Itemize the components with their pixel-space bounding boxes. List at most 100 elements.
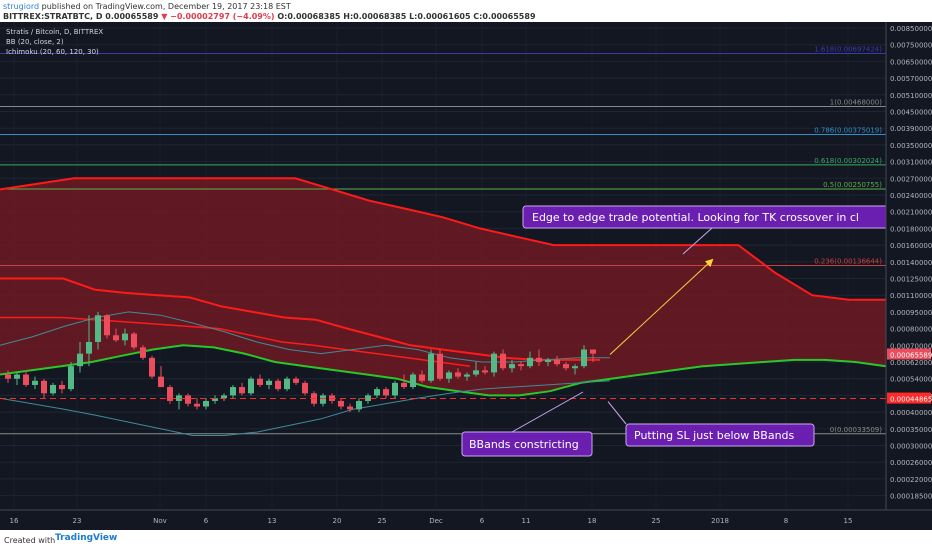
bollinger-upper-band: [0, 311, 610, 363]
candle-body: [536, 357, 542, 362]
candle-body: [23, 374, 29, 385]
y-tick-label: 0.00850000: [890, 25, 932, 33]
candle-body: [563, 364, 569, 369]
x-tick-label: 8: [784, 517, 788, 525]
candle-body: [284, 378, 290, 390]
candle-body: [365, 395, 371, 401]
y-tick-label: 0.00018500: [890, 493, 932, 501]
candle-body: [428, 353, 434, 381]
candle-body: [194, 403, 200, 407]
x-tick-label: 6: [480, 517, 485, 525]
candle-body: [5, 374, 11, 379]
y-tick-label: 0.00030000: [890, 443, 932, 451]
trade-arrow: [609, 258, 714, 355]
y-tick-label: 0.00022000: [890, 476, 932, 484]
candle-body: [257, 378, 263, 385]
x-tick-label: Nov: [153, 517, 167, 525]
x-tick-label: 20: [333, 517, 342, 525]
y-tick-label: 0.00080000: [890, 326, 932, 334]
ichimoku-cloud: [0, 178, 886, 396]
y-tick-label: 0.00035000: [890, 426, 932, 434]
y-tick-label: 0.00040000: [890, 409, 932, 417]
ichimoku-span-b: [0, 177, 886, 301]
chart-header: strugiord published on TradingView.com, …: [0, 0, 932, 22]
y-tick-label: 0.00240000: [890, 192, 932, 200]
candle-body: [266, 380, 272, 385]
x-tick-label: 25: [652, 517, 661, 525]
y-tick-label: 0.00110000: [890, 292, 932, 300]
candle-body: [95, 315, 101, 342]
change-label: ▼ −0.00002797 (−4.09%): [161, 12, 275, 21]
y-tick-label: 0.00310000: [890, 159, 932, 167]
chart-footer: Created with TradingView: [0, 530, 932, 550]
candle-body: [545, 359, 551, 362]
legend-entry: Ichimoku (20, 60, 120, 30): [6, 48, 99, 56]
y-tick-label: 0.00180000: [890, 225, 932, 233]
candle-body: [239, 387, 245, 394]
candle-body: [401, 382, 407, 388]
candle-body: [464, 374, 470, 377]
y-tick-label: 0.00140000: [890, 259, 932, 267]
candle-body: [572, 366, 578, 369]
candle-body: [554, 359, 560, 365]
created-with-text: Created with: [4, 536, 56, 545]
y-tick-label: 0.00210000: [890, 209, 932, 217]
candle-body: [68, 366, 74, 390]
y-tick-label: 0.00570000: [890, 75, 932, 83]
candle-body: [491, 353, 497, 373]
candle-body: [581, 349, 587, 367]
x-tick-label: 16: [10, 517, 19, 525]
chart-area[interactable]: 1.618(0.00697424) 1(0.00468000) 0.786(0.00…: [0, 22, 932, 530]
fib-level-label: 0.618(0.00302024): [814, 157, 882, 165]
y-tick-label: 0.00650000: [890, 58, 932, 66]
x-tick-label: 25: [378, 517, 387, 525]
candle-body: [509, 364, 515, 369]
y-tick-label: 0.00450000: [890, 109, 932, 117]
x-tick-label: 2018: [711, 517, 729, 525]
candle-body: [392, 382, 398, 396]
candle-body: [347, 406, 353, 410]
candle-body: [158, 376, 164, 388]
x-tick-label: 23: [73, 517, 82, 525]
y-tick-label: 0.00054000: [890, 376, 932, 384]
candle-body: [176, 395, 182, 401]
x-tick-label: 18: [588, 517, 597, 525]
publish-info: strugiord published on TradingView.com, …: [3, 2, 291, 11]
tradingview-logo[interactable]: TradingView: [55, 533, 118, 543]
ichimoku-conversion-line: [0, 316, 471, 367]
candle-body: [275, 380, 281, 390]
candle-body: [50, 384, 56, 394]
y-tick-label: 0.00390000: [890, 125, 932, 133]
candle-body: [77, 353, 83, 367]
price-label: 0.00065589: [105, 12, 159, 21]
x-tick-label: 11: [522, 517, 531, 525]
annotation-box: [461, 431, 593, 457]
candle-body: [302, 382, 308, 394]
y-tick-label: 0.00750000: [890, 42, 932, 50]
candle-body: [113, 335, 119, 341]
candle-body: [41, 380, 47, 394]
y-tick-label: 0.00070000: [890, 342, 932, 350]
candle-body: [500, 353, 506, 369]
candle-body: [140, 347, 146, 358]
candle-body: [455, 372, 461, 377]
candlestick-chart[interactable]: 1.618(0.00697424) 1(0.00468000) 0.786(0.00…: [0, 22, 932, 530]
candle-body: [437, 353, 443, 379]
candle-body: [149, 357, 155, 377]
x-tick-label: 15: [844, 517, 853, 525]
annotation-box: [625, 423, 815, 447]
y-axis-background: [886, 22, 932, 530]
ohlc-label: O:0.00068385 H:0.00068385 L:0.00061605 C…: [277, 12, 536, 21]
author-link[interactable]: strugiord: [3, 2, 40, 11]
x-tick-label: Dec: [429, 517, 443, 525]
last-price-label: 0.00065589: [890, 352, 932, 360]
candle-body: [167, 387, 173, 401]
candle-body: [590, 349, 596, 354]
bollinger-lower-band: [0, 380, 611, 436]
ichimoku-span-a: [0, 344, 887, 397]
stop-loss-badge: [887, 392, 931, 404]
annotation-pointer: [682, 227, 713, 255]
annotation-text: Edge to edge trade potential. Looking fo…: [532, 211, 859, 224]
fib-level-label: 1.618(0.00697424): [814, 45, 882, 53]
candle-body: [473, 370, 479, 375]
